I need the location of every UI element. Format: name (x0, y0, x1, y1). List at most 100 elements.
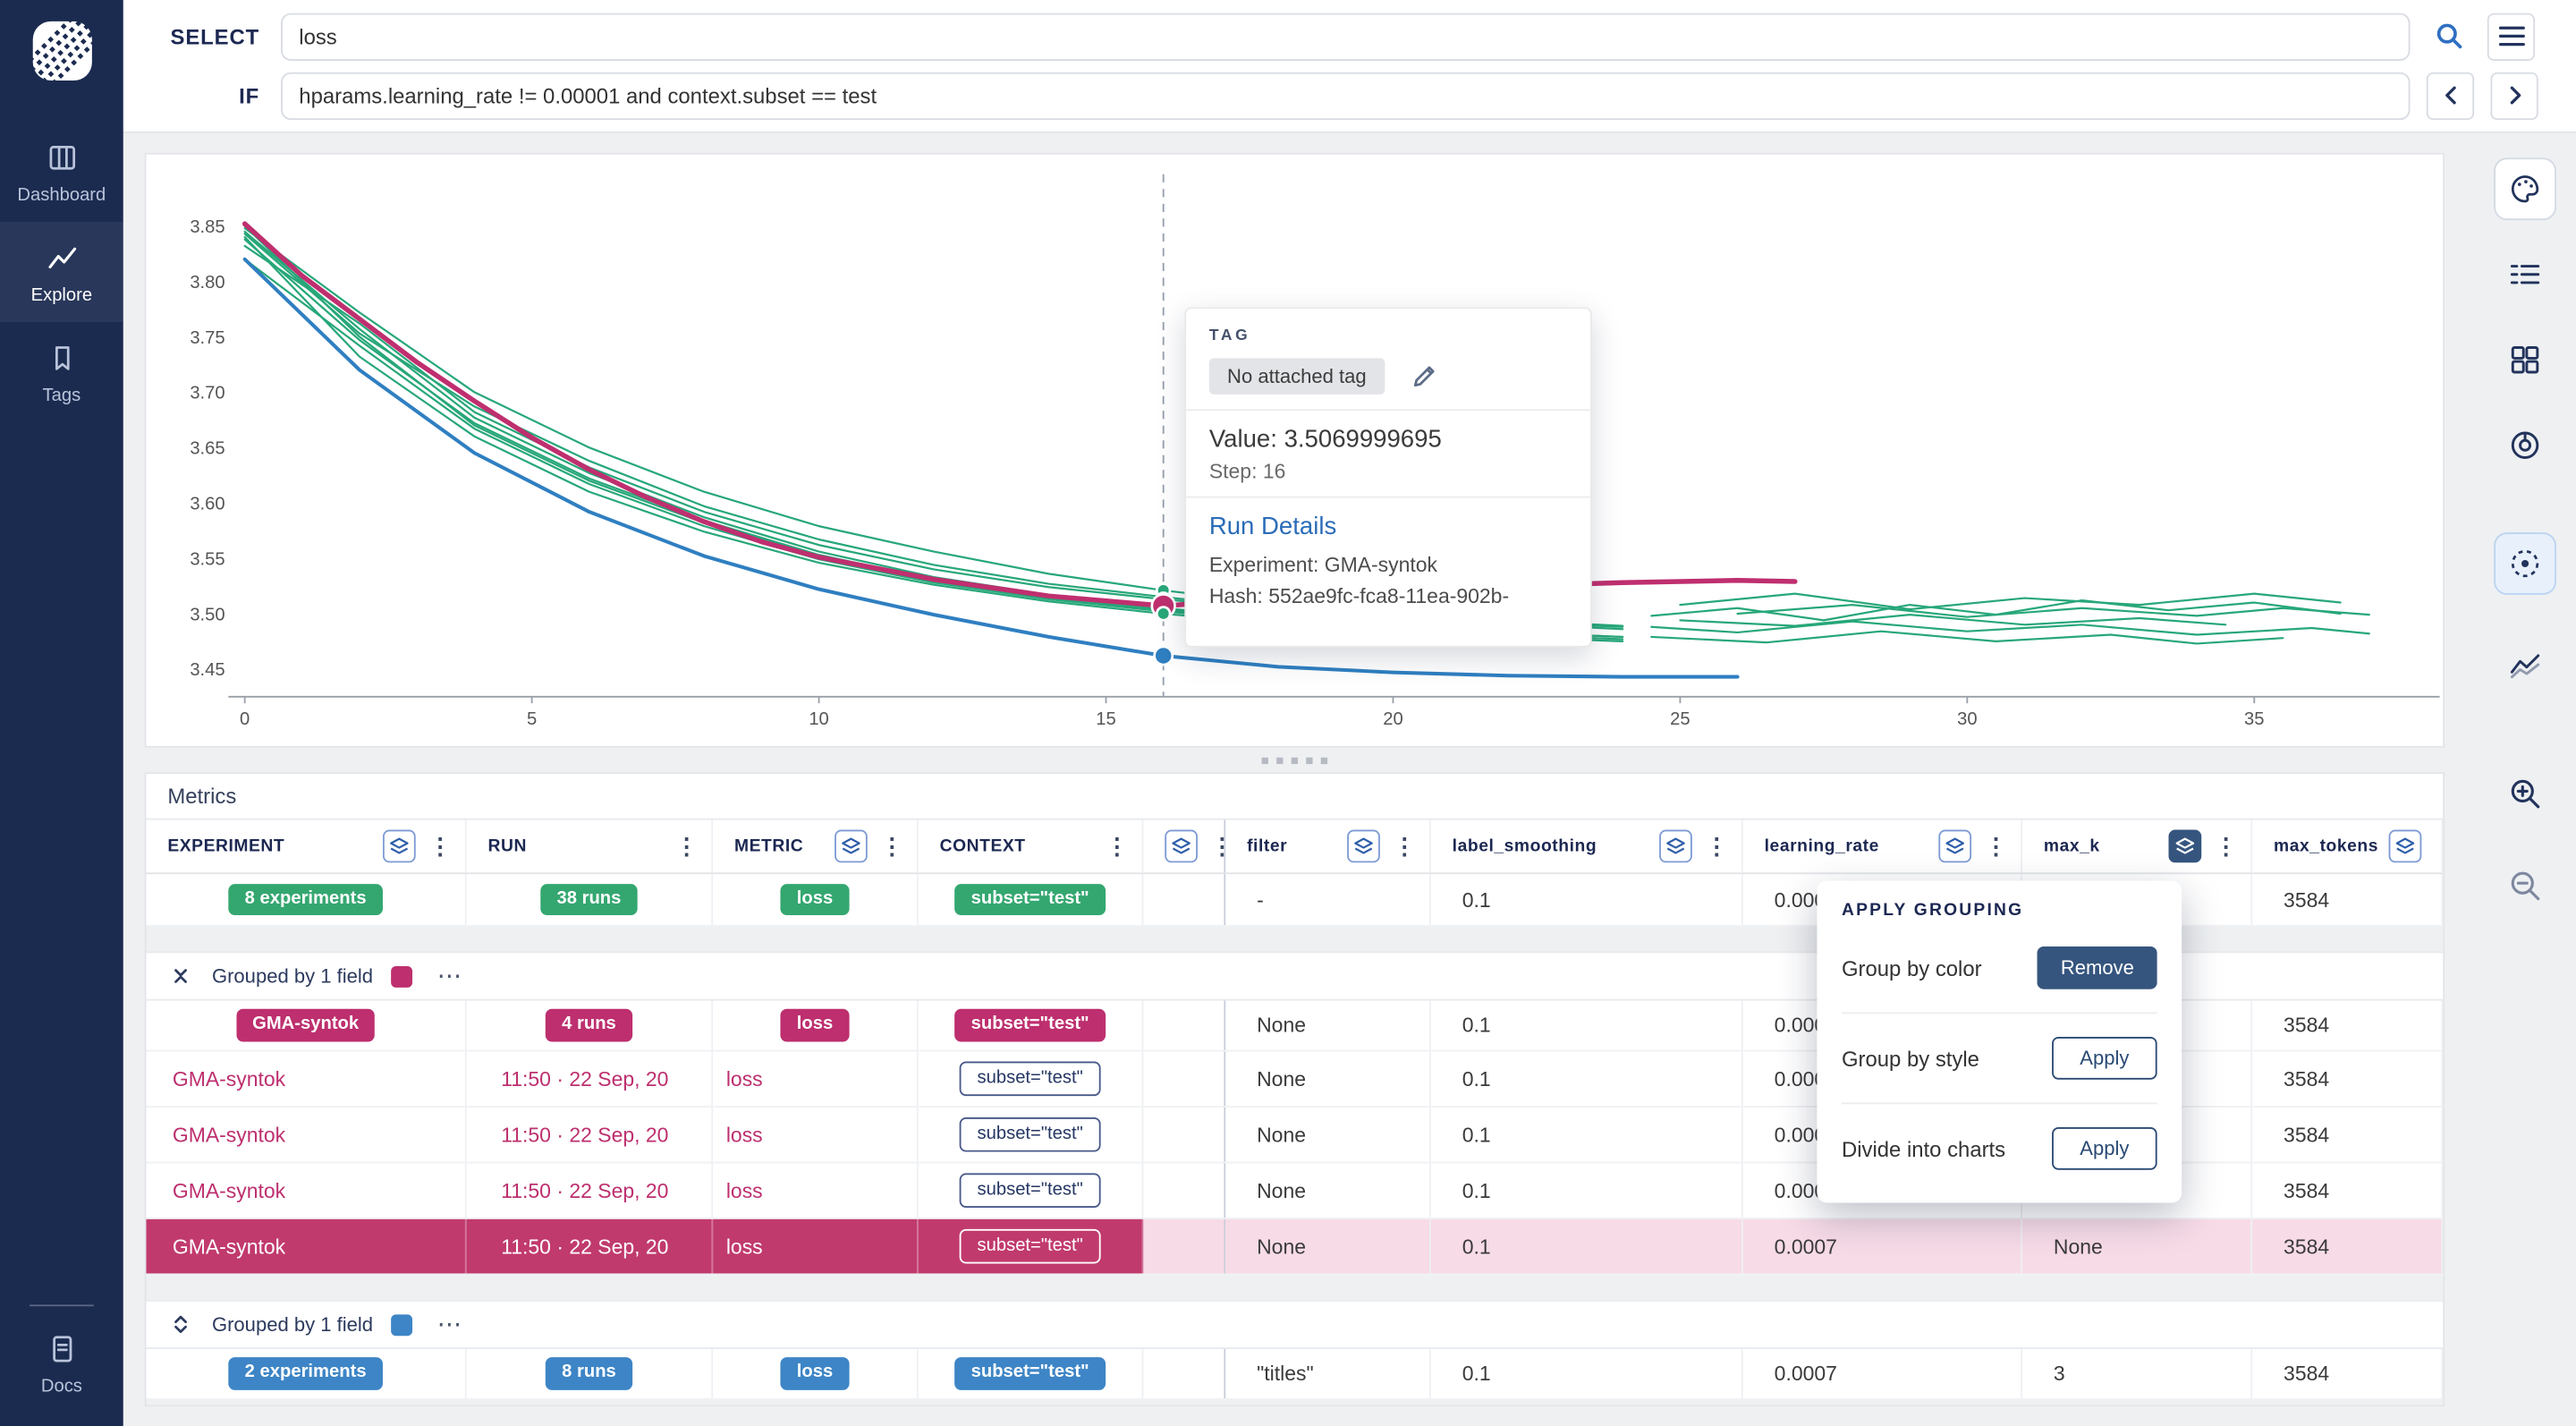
table-rows-icon[interactable] (2494, 243, 2556, 306)
sidebar-divider (30, 1304, 94, 1307)
col-header-filter: filter ⋮ (1225, 819, 1431, 873)
color-palette-icon[interactable] (2494, 157, 2556, 221)
sidebar-item-label: Explore (30, 285, 93, 306)
sidebar-item-docs[interactable]: Docs (0, 1313, 123, 1413)
svg-text:3.75: 3.75 (190, 328, 225, 348)
table-row-selected[interactable]: GMA-syntok 11:50 · 22 Sep, 20 loss subse… (146, 1218, 2444, 1276)
group-toggle-icon[interactable] (835, 829, 868, 863)
svg-text:30: 30 (1957, 709, 1977, 729)
filter-value: None (1257, 1066, 1307, 1091)
kebab-menu-icon[interactable]: ⋮ (880, 832, 904, 859)
max-k-value: 3 (2053, 1362, 2065, 1386)
tooltip-tag-label: TAG (1208, 327, 1251, 345)
col-label: filter (1247, 836, 1288, 856)
svg-text:5: 5 (527, 709, 537, 729)
svg-text:0: 0 (240, 709, 250, 729)
label-smoothing-value: 0.1 (1462, 887, 1491, 912)
kebab-menu-icon[interactable]: ⋮ (1393, 832, 1417, 859)
group-toggle-icon[interactable] (1347, 829, 1380, 863)
context-chip: subset="test" (954, 1357, 1106, 1390)
kebab-menu-icon[interactable]: ⋮ (1705, 832, 1729, 859)
table-row[interactable]: GMA-syntok 11:50 · 22 Sep, 20 loss subse… (146, 1051, 2444, 1108)
max-tokens-value: 3584 (2284, 1362, 2330, 1386)
sidebar-item-explore[interactable]: Explore (0, 221, 123, 322)
group-toggle-icon[interactable] (2388, 829, 2422, 863)
col-label: learning_rate (1764, 836, 1879, 856)
trend-chart-icon[interactable] (2494, 634, 2556, 697)
panel-resize-handle[interactable] (145, 748, 2445, 773)
runs-chip: 8 runs (545, 1357, 633, 1390)
table-summary-row[interactable]: 8 experiments 38 runs loss subset="test"… (146, 874, 2444, 927)
group-toggle-icon[interactable] (1659, 829, 1692, 863)
group-menu-icon[interactable]: ⋯ (436, 963, 464, 991)
group-menu-icon[interactable]: ⋯ (436, 1311, 464, 1339)
group-header-label: Grouped by 1 field (211, 964, 374, 988)
max-tokens-value: 3584 (2284, 1178, 2330, 1202)
kebab-menu-icon[interactable]: ⋮ (1984, 832, 2008, 859)
kebab-menu-icon[interactable]: ⋮ (2214, 832, 2238, 859)
no-attached-tag-button[interactable]: No attached tag (1208, 358, 1385, 395)
search-button[interactable] (2426, 13, 2471, 59)
kebab-menu-icon[interactable]: ⋮ (674, 832, 699, 859)
col-header-max-tokens: max_tokens (2252, 819, 2444, 873)
group-toggle-icon-active[interactable] (2168, 829, 2202, 863)
max-tokens-value: 3584 (2284, 1235, 2330, 1259)
metric-chip: loss (780, 883, 850, 916)
group-toggle-icon[interactable] (1938, 829, 1972, 863)
kebab-menu-icon[interactable]: ⋮ (1208, 832, 1224, 860)
group-aggregate-row[interactable]: GMA-syntok 4 runs loss subset="test" Non… (146, 1000, 2444, 1052)
svg-text:3.50: 3.50 (190, 605, 225, 624)
group-toggle-icon[interactable] (1165, 829, 1198, 863)
metric-value: loss (725, 1066, 763, 1091)
focus-point-icon[interactable] (2494, 532, 2556, 595)
apply-button[interactable]: Apply (2052, 1126, 2157, 1170)
label-smoothing-value: 0.1 (1462, 1235, 1491, 1259)
expand-group-icon[interactable] (167, 1311, 193, 1337)
group-color-swatch (391, 1313, 413, 1336)
svg-text:3.80: 3.80 (190, 273, 225, 293)
if-query-input[interactable] (281, 71, 2411, 120)
zoom-out-icon[interactable] (2494, 854, 2556, 917)
group-gap (146, 1275, 2444, 1300)
run-value: 11:50 · 22 Sep, 20 (501, 1178, 669, 1202)
kebab-menu-icon[interactable]: ⋮ (1106, 832, 1129, 859)
run-details-link[interactable]: Run Details (1208, 513, 1337, 541)
apply-button[interactable]: Apply (2052, 1036, 2157, 1080)
run-value: 11:50 · 22 Sep, 20 (501, 1123, 669, 1147)
label-smoothing-value: 0.1 (1462, 1123, 1491, 1147)
prev-button[interactable] (2426, 71, 2475, 120)
docs-icon (52, 1336, 72, 1362)
group-toggle-icon[interactable] (382, 829, 416, 863)
tooltip-value: Value: 3.5069999695 (1208, 425, 1442, 454)
sidebar-item-dashboard[interactable]: Dashboard (0, 122, 123, 222)
experiments-chip: 8 experiments (228, 883, 383, 916)
chevron-left-icon (2445, 86, 2455, 105)
donut-chart-icon[interactable] (2494, 414, 2556, 477)
tooltip-divider (1186, 496, 1590, 498)
next-button[interactable] (2490, 71, 2538, 120)
label-smoothing-value: 0.1 (1462, 1066, 1491, 1091)
table-row[interactable]: GMA-syntok 11:50 · 22 Sep, 20 loss subse… (146, 1107, 2444, 1164)
tooltip-experiment: Experiment: GMA-syntok (1208, 553, 1438, 577)
label-smoothing-value: 0.1 (1462, 1178, 1491, 1202)
tooltip-step: Step: 16 (1208, 460, 1286, 483)
experiment-chip: GMA-syntok (235, 1008, 376, 1042)
menu-button[interactable] (2487, 12, 2536, 61)
kebab-menu-icon[interactable]: ⋮ (428, 832, 453, 859)
collapse-group-icon[interactable] (167, 963, 193, 989)
col-header-max-k: max_k ⋮ (2022, 819, 2253, 873)
group-aggregate-row[interactable]: 2 experiments 8 runs loss subset="test" … (146, 1348, 2444, 1400)
table-header-row: EXPERIMENT ⋮ RUN ⋮ METRIC ⋮ CONTEXT ⋮ (146, 819, 2444, 875)
grid-layout-icon[interactable] (2494, 328, 2556, 391)
col-label: METRIC (734, 836, 804, 856)
aim-logo[interactable] (25, 15, 97, 96)
zoom-in-icon[interactable] (2494, 762, 2556, 825)
table-row[interactable]: GMA-syntok 11:50 · 22 Sep, 20 loss subse… (146, 1163, 2444, 1219)
label-smoothing-value: 0.1 (1462, 1362, 1491, 1386)
context-chip: subset="test" (959, 1228, 1101, 1265)
remove-button[interactable]: Remove (2038, 946, 2157, 989)
sidebar-item-tags[interactable]: Tags (0, 322, 123, 422)
select-query-input[interactable] (281, 12, 2411, 61)
edit-pencil-icon[interactable] (1411, 363, 1436, 389)
experiment-value: GMA-syntok (172, 1178, 286, 1202)
